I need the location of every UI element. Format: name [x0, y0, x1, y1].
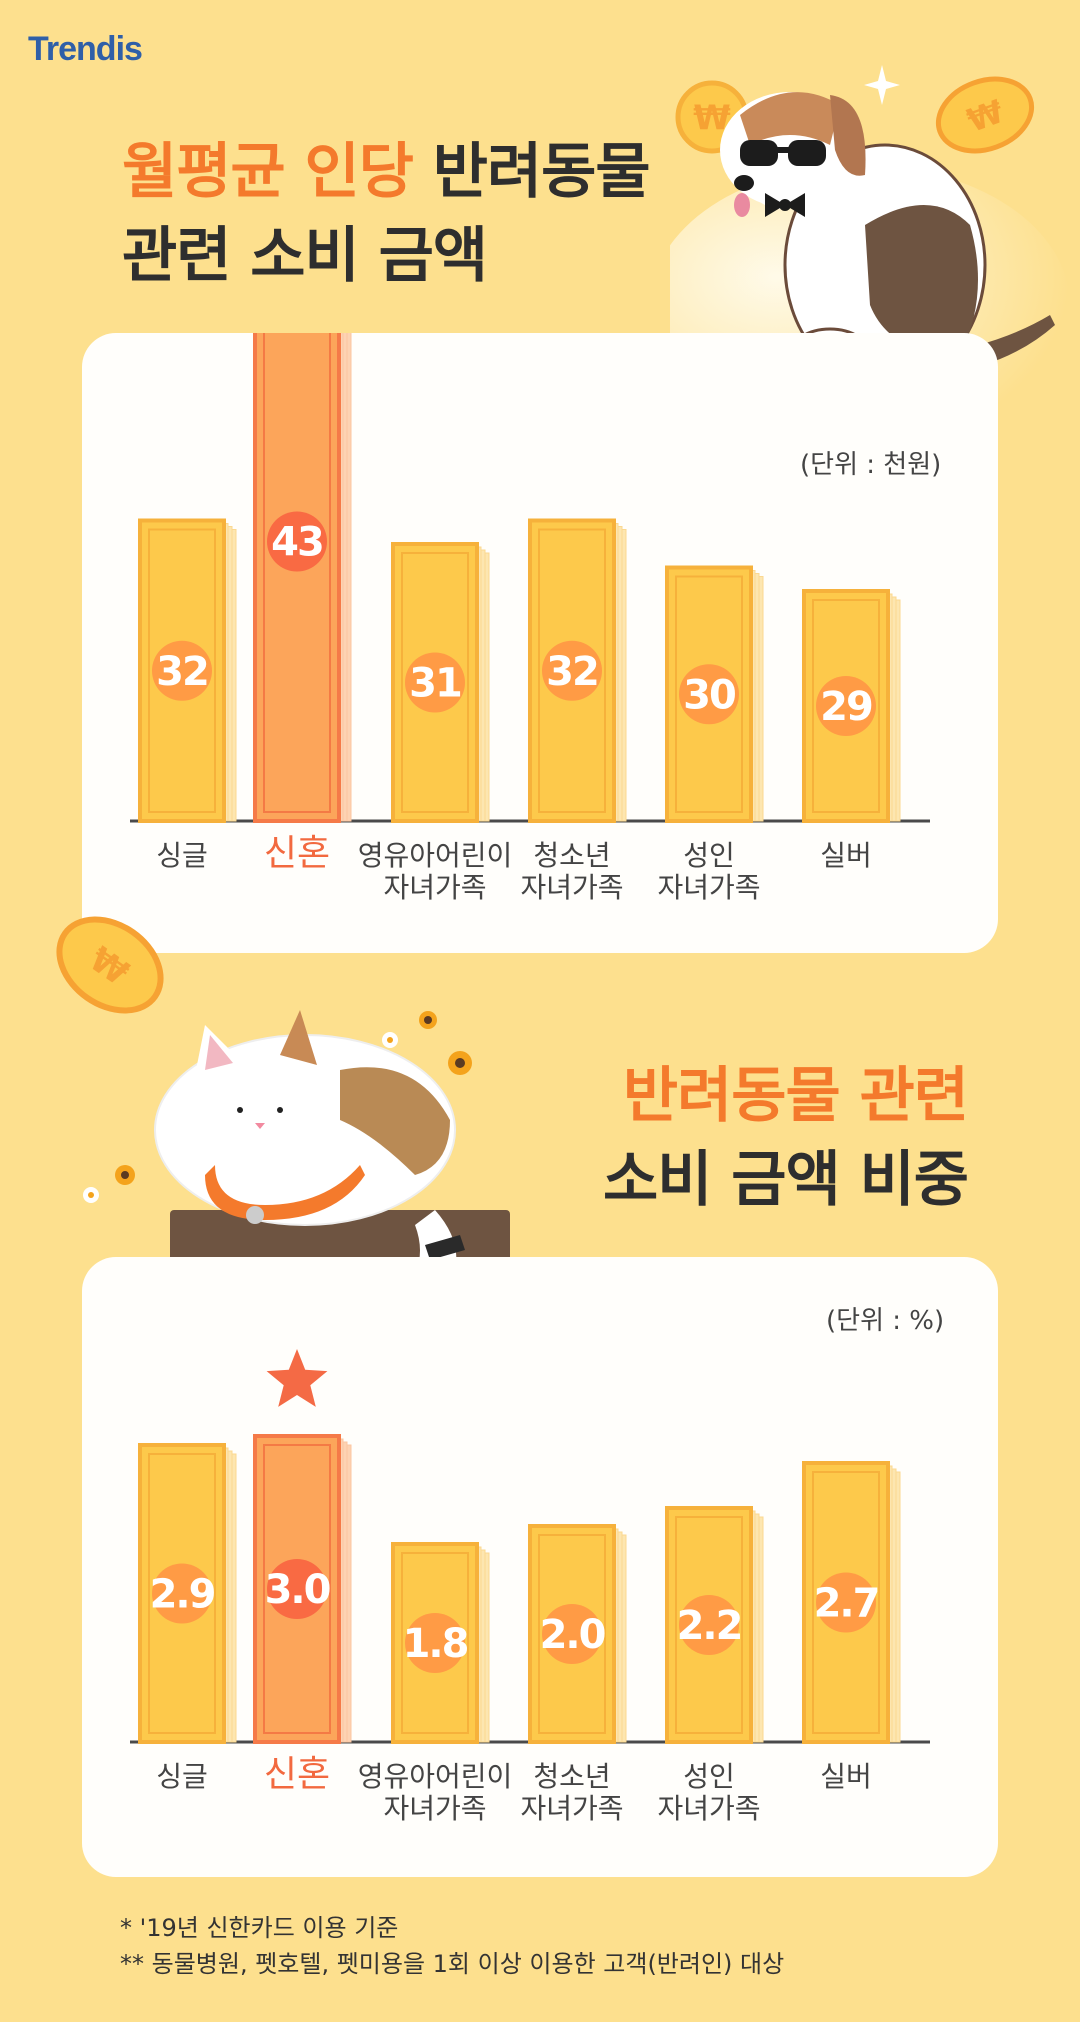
value-badge	[816, 1572, 876, 1633]
footnote-2: ** 동물병원, 펫호텔, 펫미용을 1회 이상 이용한 고객(반려인) 대상	[120, 1950, 785, 1978]
flower-icon	[83, 1011, 472, 1203]
bar-3: 31	[391, 542, 490, 823]
category-label: 청소년 자녀가족	[520, 1760, 623, 1825]
section2-title-highlight: 반려동물 관련	[622, 1061, 969, 1131]
category-label: 성인 자녀가족	[657, 839, 760, 904]
category-label: 영유아어린이 자녀가족	[358, 1760, 513, 1825]
value-label: 29	[820, 684, 872, 730]
category-label: 영유아어린이 자녀가족	[358, 839, 513, 904]
value-label: 1.8	[403, 1621, 468, 1667]
section1-title: 월평균 인당 반려동물 관련 소비 금액	[122, 130, 651, 298]
value-label: 2.2	[677, 1603, 742, 1649]
bar-6: 2.7	[802, 1461, 901, 1744]
bar-2: 3.0	[253, 1434, 352, 1744]
section1-title-part1: 반려동물	[432, 137, 651, 207]
value-badge	[267, 511, 327, 572]
bar-4: 32	[528, 518, 627, 823]
value-label: 31	[409, 661, 461, 707]
value-label: 43	[271, 520, 323, 566]
value-label: 3.0	[265, 1567, 330, 1613]
value-label: 2.7	[814, 1581, 879, 1627]
bar-1: 32	[138, 518, 237, 823]
footnote-1: * '19년 신한카드 이용 기준	[120, 1914, 399, 1942]
value-badge	[152, 640, 212, 701]
chart2: 2.9 싱글 3.0 신혼 1.8 영유아어린이 자녀가족 2.0 청소년 자녀가족 2.2 성인 자녀…	[130, 1349, 930, 1825]
section2-title: 반려동물 관련 소비 금액 비중	[0, 1054, 969, 1222]
value-badge	[267, 1559, 327, 1619]
star-icon	[266, 1349, 328, 1407]
chart1: 32 싱글 43 신혼 31 영유아어린이 자녀가족 32 청소년 자녀가족 30 성인 자녀가족 29 실…	[130, 333, 930, 904]
category-label: 신혼	[264, 1754, 330, 1795]
bar-3: 1.8	[391, 1542, 490, 1744]
chart2-unit: (단위 : %)	[826, 1306, 945, 1336]
coin-icon: ₩	[935, 76, 1035, 154]
section1-title-highlight: 월평균 인당	[122, 137, 414, 207]
section1-title-part2: 관련 소비 금액	[122, 221, 488, 291]
category-label: 실버	[820, 1760, 872, 1793]
value-badge	[405, 1613, 465, 1673]
bar-6: 29	[802, 589, 901, 823]
category-label: 신혼	[264, 833, 330, 874]
chart1-unit: (단위 : 천원)	[800, 450, 942, 480]
category-label: 실버	[820, 839, 872, 872]
value-label: 30	[683, 672, 735, 718]
category-label: 싱글	[156, 839, 208, 872]
coin-icon: ₩	[56, 916, 164, 1014]
bar-5: 2.2	[665, 1506, 764, 1744]
value-label: 2.0	[540, 1612, 605, 1658]
cat-illustration: ₩	[56, 916, 510, 1323]
bar-5: 30	[665, 565, 764, 823]
value-label: 32	[546, 649, 598, 695]
value-label: 32	[156, 649, 208, 695]
category-label: 성인 자녀가족	[657, 1760, 760, 1825]
value-badge	[679, 1595, 739, 1655]
trendis-logo: Trendis	[28, 30, 143, 68]
section2-title-part2: 소비 금액 비중	[603, 1145, 969, 1215]
bar-rect	[253, 333, 341, 823]
bar-4: 2.0	[528, 1524, 627, 1744]
value-badge	[405, 652, 465, 713]
value-badge	[542, 640, 602, 701]
bar-2: 43	[253, 333, 352, 823]
bar-1: 2.9	[138, 1443, 237, 1744]
value-badge	[816, 676, 876, 736]
value-badge	[542, 1604, 602, 1664]
value-label: 2.9	[150, 1572, 215, 1618]
category-label: 싱글	[156, 1760, 208, 1793]
value-badge	[679, 664, 739, 725]
value-badge	[152, 1563, 212, 1624]
category-label: 청소년 자녀가족	[520, 839, 623, 904]
